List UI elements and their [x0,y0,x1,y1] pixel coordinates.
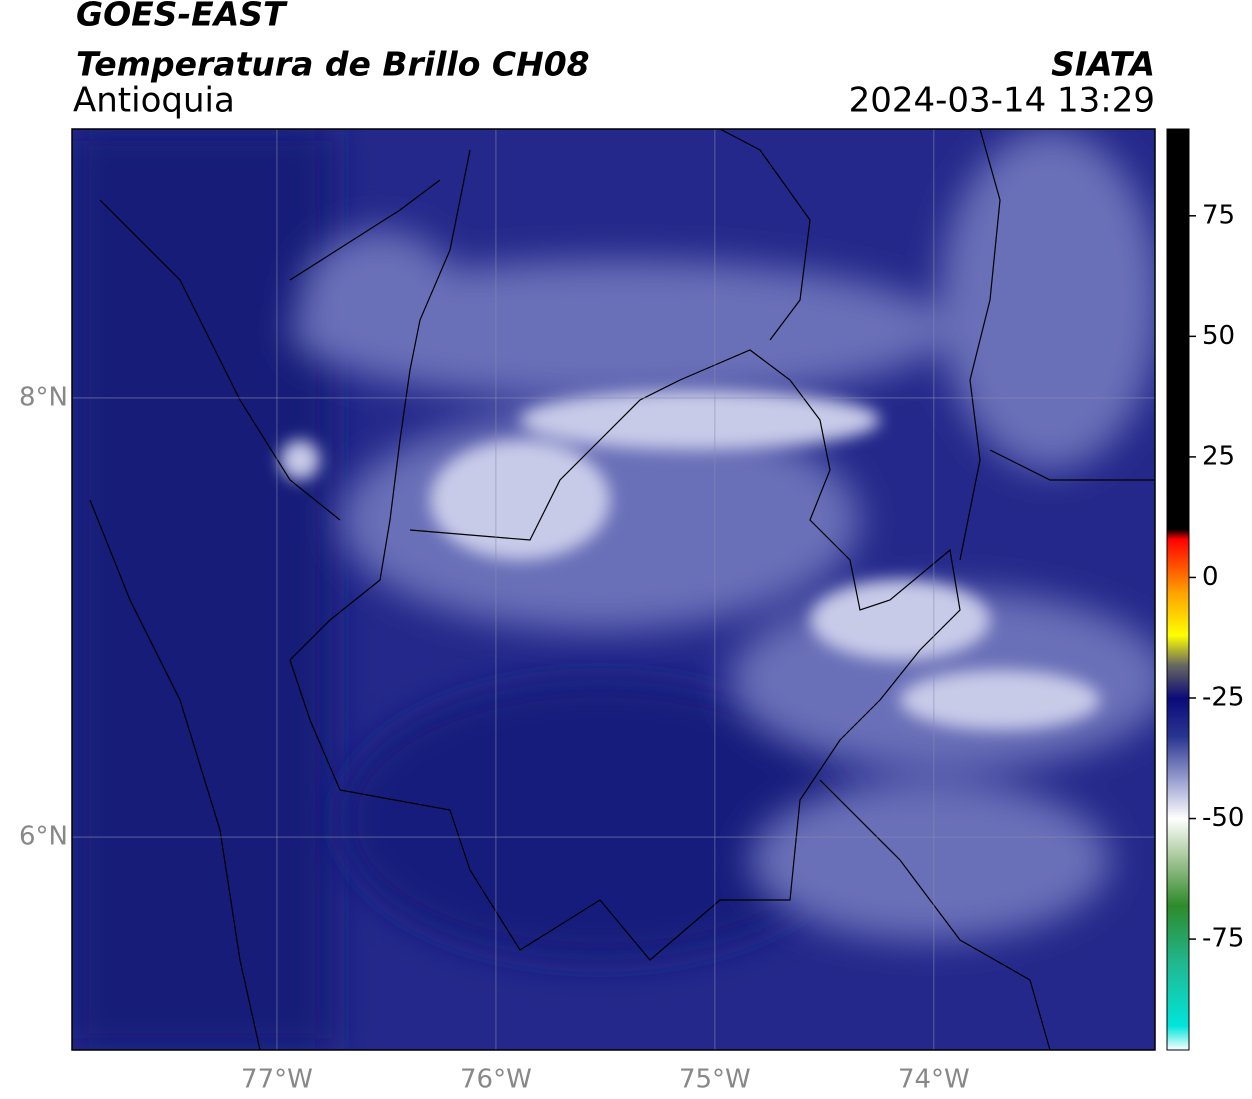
colorbar-segment [1167,857,1189,906]
colorbar-tick-label: 25 [1202,441,1235,471]
colorbar-tick-label: -75 [1202,924,1244,954]
grid [72,129,1155,1050]
colorbar-segment [1167,697,1189,738]
colorbar-segment [1167,538,1189,593]
colorbar-tick-label: -50 [1202,803,1244,833]
colorbar-segment [1167,129,1189,530]
x-tick-label: 76°W [460,1065,532,1095]
colorbar-tick-label: 0 [1202,562,1219,592]
colorbar-frame [1166,128,1190,1051]
colorbar-segment [1167,664,1189,699]
colorbar-segment [1167,818,1189,858]
x-tick-label: 74°W [898,1065,970,1095]
region: Antioquia [73,81,235,121]
y-tick-label: 6°N [19,822,68,852]
colorbar [1167,129,1189,1051]
map-image [72,129,1155,1050]
colorbar-segment [1167,591,1189,636]
subtitle: Temperatura de Brillo CH08 [76,45,590,84]
title: GOES-EAST [76,0,288,34]
colorbar-segment [1167,779,1189,820]
colorbar-tick-label: 50 [1202,321,1235,351]
colorbar-tick-label: -25 [1202,682,1244,712]
colorbar-segment [1167,1025,1189,1051]
colorbar-segment [1167,905,1189,964]
colorbar-segment [1167,635,1189,665]
source: SIATA [1051,45,1155,84]
colorbar-segment [1167,963,1189,1027]
timestamp: 2024-03-14 13:29 [849,81,1155,121]
x-tick-label: 75°W [679,1065,751,1095]
colorbar-tick-label: 75 [1202,200,1235,230]
map-frame [71,128,1156,1051]
colorbar-segment [1167,529,1189,540]
x-tick-label: 77°W [241,1065,313,1095]
y-tick-label: 8°N [19,382,68,412]
colorbar-segment [1167,736,1189,781]
